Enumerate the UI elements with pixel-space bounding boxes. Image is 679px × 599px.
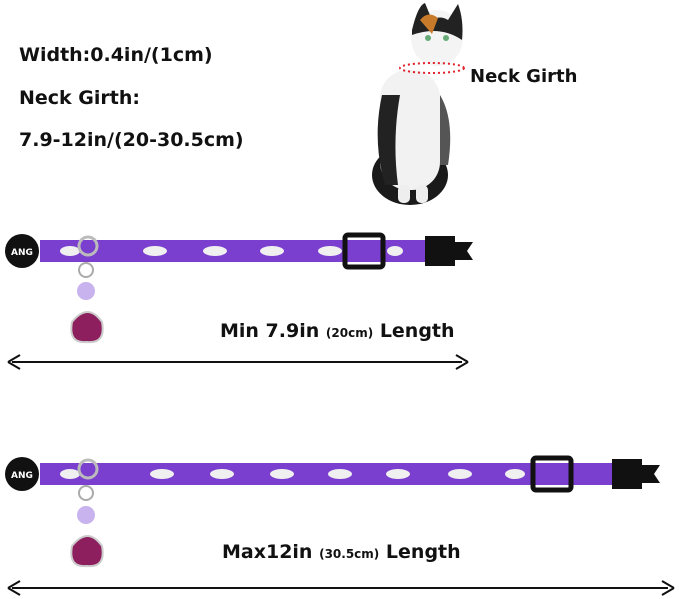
collar-min: ANG bbox=[5, 232, 473, 370]
max-length-metric: (30.5cm) bbox=[319, 547, 380, 561]
min-length-metric: (20cm) bbox=[325, 326, 374, 340]
max-length-value: Max12in bbox=[222, 541, 313, 563]
min-length-label: Min 7.9in (20cm) Length bbox=[220, 320, 455, 342]
neck-girth-line bbox=[399, 62, 465, 74]
bell bbox=[77, 282, 95, 300]
svg-text:ANG: ANG bbox=[11, 248, 33, 258]
adjuster-buckle bbox=[342, 232, 386, 270]
max-length-label: Max12in (30.5cm) Length bbox=[222, 541, 461, 563]
logo-badge bbox=[5, 234, 39, 268]
d-ring bbox=[77, 235, 99, 257]
girth-range: 7.9-12in/(20-30.5cm) bbox=[19, 129, 244, 151]
collar-max: ANG bbox=[5, 455, 675, 596]
neck-girth-caption: Neck Girth bbox=[470, 66, 578, 87]
girth-label: Neck Girth: bbox=[19, 87, 140, 109]
cat-photo bbox=[372, 3, 465, 205]
min-length-value: Min 7.9in bbox=[220, 320, 320, 342]
min-length-suffix: Length bbox=[379, 320, 455, 342]
max-length-suffix: Length bbox=[385, 541, 461, 563]
width-spec: Width:0.4in/(1cm) bbox=[19, 44, 213, 66]
svg-text:ANG: ANG bbox=[11, 471, 33, 481]
paw-charm bbox=[70, 311, 104, 344]
fish-pattern bbox=[60, 246, 403, 256]
release-buckle bbox=[425, 236, 473, 266]
